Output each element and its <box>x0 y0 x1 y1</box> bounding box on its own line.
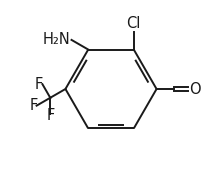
Text: Cl: Cl <box>127 16 141 31</box>
Text: H₂N: H₂N <box>43 32 71 47</box>
Text: F: F <box>46 108 54 123</box>
Text: O: O <box>189 82 201 96</box>
Text: F: F <box>35 77 43 92</box>
Text: F: F <box>29 98 38 113</box>
